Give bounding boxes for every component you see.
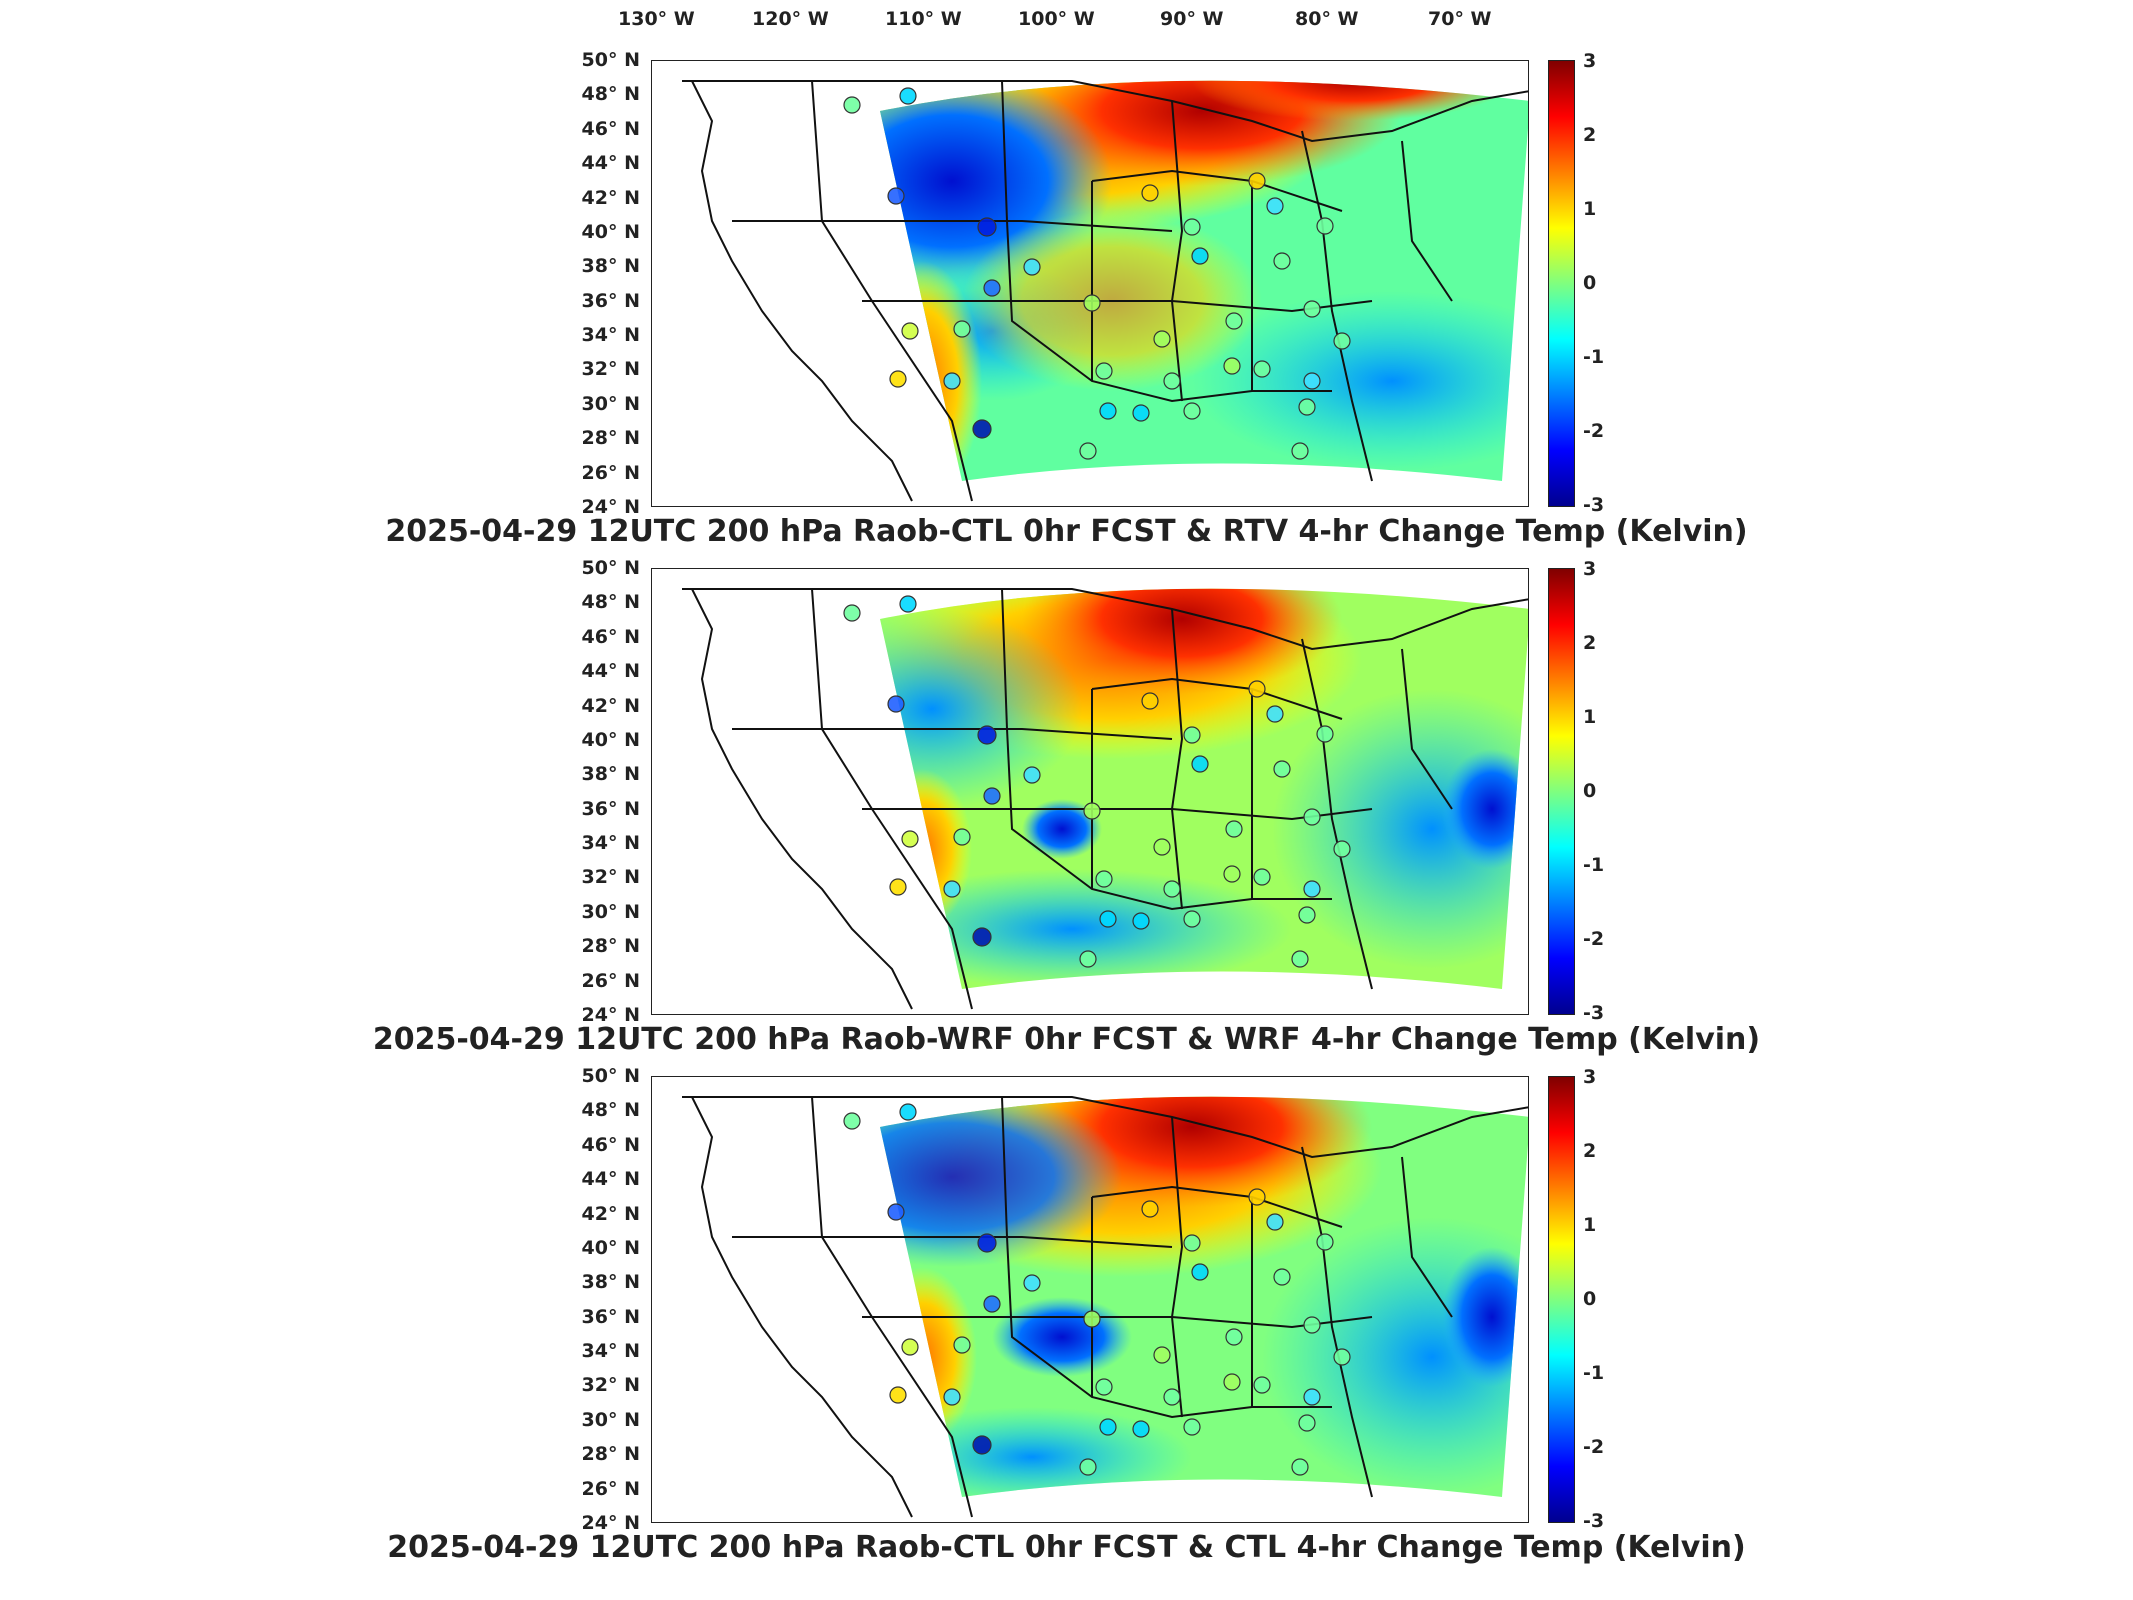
colorbar [1548,568,1575,1015]
latitude-axis: 50° N 48° N 46° N 44° N 42° N 40° N 38° N 36° N… [560,1065,640,1534]
lat-label: 48° N [581,83,640,106]
map-panel-ctl: 50° N 48° N 46° N 44° N 42° N 40° N 38° N 36° N… [0,1065,2133,1586]
colorbar-tick: -2 [1583,1436,1605,1458]
raob-stations [843,595,1351,968]
temperature-map [651,568,1529,1015]
colorbar-tick: 2 [1583,124,1597,146]
lat-label: 26° N [581,1477,640,1500]
colorbar-tick: 1 [1583,1214,1597,1236]
lat-label: 50° N [581,557,640,579]
lat-label: 38° N [581,255,640,278]
lat-label: 36° N [581,289,640,312]
raob-stations [843,1103,1351,1476]
colorbar-tick: 0 [1583,780,1597,802]
map-svg [682,1096,1528,1518]
lat-label: 28° N [581,427,640,450]
colorbar-tick: -1 [1583,346,1605,368]
lat-label: 30° N [581,900,640,923]
state-boundaries [682,80,1528,502]
lon-label: 70° W [1428,8,1492,30]
lat-label: 42° N [581,1202,640,1225]
colorbar-tick: -1 [1583,854,1605,876]
lat-label: 50° N [581,1065,640,1087]
map-panel-wrf: 50° N 48° N 46° N 44° N 42° N 40° N 38° N 36° N… [0,557,2133,1078]
lon-label: 80° W [1295,8,1359,30]
colorbar-tick: 2 [1583,1140,1597,1162]
lon-label: 90° W [1160,8,1224,30]
panel-title: 2025-04-29 12UTC 200 hPa Raob-WRF 0hr FC… [372,1022,1761,1057]
lon-label: 110° W [885,8,962,30]
lat-label: 48° N [581,591,640,614]
colorbar-tick: -3 [1583,1002,1605,1024]
colorbar-tick: -3 [1583,1510,1605,1532]
lat-label: 26° N [581,969,640,992]
colorbar-tick: 1 [1583,706,1597,728]
colorbar-tick: -1 [1583,1362,1605,1384]
colorbar-tick: -2 [1583,420,1605,442]
latitude-axis: 50° N 48° N 46° N 44° N 42° N 40° N 38° N 36° N… [560,49,640,518]
lon-label: 100° W [1018,8,1095,30]
lat-label: 28° N [581,935,640,958]
colorbar-tick: 3 [1583,50,1597,72]
lat-label: 42° N [581,694,640,717]
lat-label: 34° N [581,832,640,855]
lat-label: 48° N [581,1099,640,1122]
lat-label: 32° N [581,1374,640,1397]
lat-label: 32° N [581,358,640,381]
lat-label: 46° N [581,625,640,648]
temperature-field [880,588,1528,989]
state-boundaries [682,1096,1528,1518]
panel-title: 2025-04-29 12UTC 200 hPa Raob-CTL 0hr FC… [387,1530,1746,1565]
lat-label: 24° N [581,1512,640,1534]
latitude-axis: 50° N 48° N 46° N 44° N 42° N 40° N 38° N 36° N… [560,557,640,1026]
lat-label: 46° N [581,117,640,140]
raob-stations [843,87,1351,460]
map-svg [682,80,1528,502]
lat-label: 24° N [581,1004,640,1026]
lat-label: 40° N [581,728,640,751]
colorbar-tick: 3 [1583,1066,1597,1088]
state-boundaries [682,588,1528,1010]
lon-label: 130° W [618,8,695,30]
colorbar [1548,60,1575,507]
lon-label: 120° W [752,8,829,30]
lat-label: 38° N [581,763,640,786]
lat-label: 24° N [581,496,640,518]
lat-label: 44° N [581,660,640,683]
lat-label: 44° N [581,1168,640,1191]
lat-label: 30° N [581,1408,640,1431]
colorbar [1548,1076,1575,1523]
lat-label: 42° N [581,186,640,209]
colorbar-tick: 2 [1583,632,1597,654]
colorbar-tick: 0 [1583,272,1597,294]
lat-label: 34° N [581,1340,640,1363]
lat-label: 38° N [581,1271,640,1294]
temperature-map [651,60,1529,507]
map-svg [682,588,1528,1010]
panel-title: 2025-04-29 12UTC 200 hPa Raob-CTL 0hr FC… [385,514,1748,549]
temperature-map [651,1076,1529,1523]
lat-label: 50° N [581,49,640,71]
lat-label: 40° N [581,1236,640,1259]
lat-label: 28° N [581,1443,640,1466]
lat-label: 30° N [581,392,640,415]
lat-label: 36° N [581,1305,640,1328]
lat-label: 40° N [581,220,640,243]
map-panel-rtv: 50° N 48° N 46° N 44° N 42° N 40° N 38° N 36° N… [0,49,2133,570]
colorbar-tick: 3 [1583,558,1597,580]
lat-label: 32° N [581,866,640,889]
lat-label: 44° N [581,152,640,175]
colorbar-tick: -3 [1583,494,1605,516]
lat-label: 34° N [581,324,640,347]
colorbar-tick: 1 [1583,198,1597,220]
lat-label: 46° N [581,1133,640,1156]
colorbar-tick: 0 [1583,1288,1597,1310]
colorbar-tick: -2 [1583,928,1605,950]
lat-label: 26° N [581,461,640,484]
lat-label: 36° N [581,797,640,820]
